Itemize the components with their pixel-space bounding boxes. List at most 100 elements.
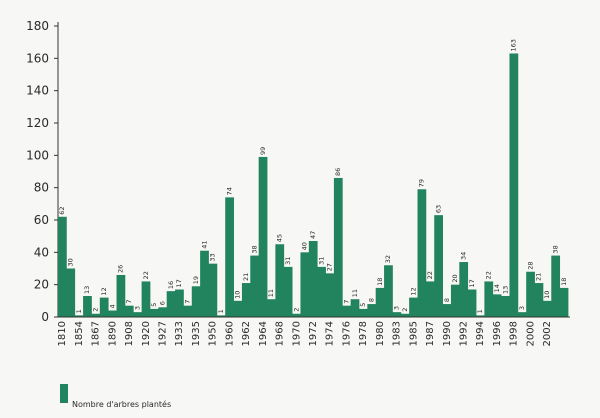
bar-value-label: 30 xyxy=(67,258,75,266)
bar xyxy=(241,283,251,317)
bar xyxy=(392,312,402,317)
bar-value-label: 21 xyxy=(535,273,543,281)
x-tick-label: 1854 xyxy=(74,321,85,346)
bar xyxy=(66,268,76,317)
bar-value-label: 10 xyxy=(234,291,242,299)
x-tick-label: 1960 xyxy=(224,321,235,346)
x-tick-label: 1810 xyxy=(57,321,68,346)
bar xyxy=(225,197,234,317)
x-tick-label: 1920 xyxy=(141,321,152,346)
bar xyxy=(250,255,260,317)
y-tick-label: 60 xyxy=(34,213,49,227)
bar xyxy=(74,315,84,317)
bar xyxy=(292,313,301,317)
x-tick-label: 1935 xyxy=(191,321,202,346)
y-axis: 0 20 40 60 80 100 120 140 160 180 xyxy=(26,19,59,324)
bar xyxy=(91,313,101,317)
x-tick-label: 1978 xyxy=(358,321,369,346)
bar-value-label: 7 xyxy=(342,300,350,304)
bar-value-label: 27 xyxy=(326,263,334,271)
bar-value-label: 31 xyxy=(284,257,292,265)
y-tick-label: 100 xyxy=(26,148,49,162)
bar xyxy=(551,255,561,317)
bar xyxy=(183,305,193,317)
bar-value-label: 5 xyxy=(359,303,367,307)
bar xyxy=(108,310,117,317)
bar xyxy=(442,304,452,317)
bar xyxy=(283,266,293,317)
bar xyxy=(258,156,268,317)
bar xyxy=(124,305,134,317)
bar xyxy=(275,244,285,317)
bar xyxy=(149,308,159,317)
bar xyxy=(58,216,67,317)
bar xyxy=(325,273,335,317)
bar-value-label: 16 xyxy=(167,281,175,289)
bar-value-label: 28 xyxy=(526,261,534,269)
bar-value-label: 47 xyxy=(309,231,317,239)
bar xyxy=(116,274,126,317)
legend-swatch xyxy=(60,384,68,403)
bar-value-label: 63 xyxy=(434,205,442,213)
bar xyxy=(358,308,368,317)
bar-value-label: 12 xyxy=(100,287,108,295)
bar-value-label: 79 xyxy=(418,179,426,187)
bar-value-label: 19 xyxy=(192,276,200,284)
bar xyxy=(459,262,469,317)
bar xyxy=(434,215,443,317)
bar xyxy=(450,284,460,317)
bar-value-label: 2 xyxy=(292,308,300,312)
bar-value-label: 18 xyxy=(376,278,384,286)
bar xyxy=(200,250,209,317)
x-tick-label: 1970 xyxy=(291,321,302,346)
x-tick-label: 1994 xyxy=(475,321,486,346)
bar-value-label: 7 xyxy=(184,300,192,304)
bar-value-label: 20 xyxy=(451,274,459,282)
bar xyxy=(400,313,410,317)
bar xyxy=(425,281,435,317)
bar xyxy=(417,189,427,317)
x-axis: 1810 1854 1867 1890 1908 1920 1927 1933 1935 1950… xyxy=(57,316,570,346)
y-tick-label: 0 xyxy=(41,310,49,324)
bar xyxy=(509,53,519,317)
bar xyxy=(333,177,343,317)
x-tick-label: 1867 xyxy=(91,321,102,346)
x-tick-label: 1927 xyxy=(158,321,169,346)
bar xyxy=(267,299,276,317)
bar-value-label: 7 xyxy=(125,300,133,304)
bar xyxy=(158,307,168,317)
bar-value-label: 4 xyxy=(108,304,116,308)
x-tick-label: 1972 xyxy=(308,321,319,346)
bar-value-label: 41 xyxy=(200,240,208,248)
x-tick-label: 1987 xyxy=(425,321,436,346)
bar xyxy=(175,289,184,317)
x-tick-label: 1962 xyxy=(241,321,252,346)
bar xyxy=(375,287,385,317)
y-tick-label: 20 xyxy=(34,278,49,292)
bar-value-label: 3 xyxy=(518,306,526,310)
x-tick-label: 1990 xyxy=(442,321,453,346)
bar xyxy=(233,300,243,317)
bar-value-label: 13 xyxy=(83,286,91,294)
x-tick-label: 1968 xyxy=(275,321,286,346)
bar-value-label: 99 xyxy=(259,147,267,155)
bar-value-label: 2 xyxy=(401,308,409,312)
bar-value-label: 3 xyxy=(393,306,401,310)
bar-value-label: 163 xyxy=(510,39,518,51)
bar-value-label: 86 xyxy=(334,168,342,176)
x-tick-label: 1998 xyxy=(509,321,520,346)
bar xyxy=(300,252,310,317)
x-tick-label: 1980 xyxy=(375,321,386,346)
x-tick-label: 1974 xyxy=(325,321,336,346)
bar-value-label: 5 xyxy=(150,303,158,307)
x-tick-label: 2000 xyxy=(525,321,536,346)
bar-value-label: 3 xyxy=(133,306,141,310)
bar-value-label: 11 xyxy=(351,289,359,297)
bar-value-label: 13 xyxy=(501,286,509,294)
bar-value-label: 8 xyxy=(443,298,451,302)
bar xyxy=(484,281,494,317)
x-tick-label: 1996 xyxy=(492,321,503,346)
